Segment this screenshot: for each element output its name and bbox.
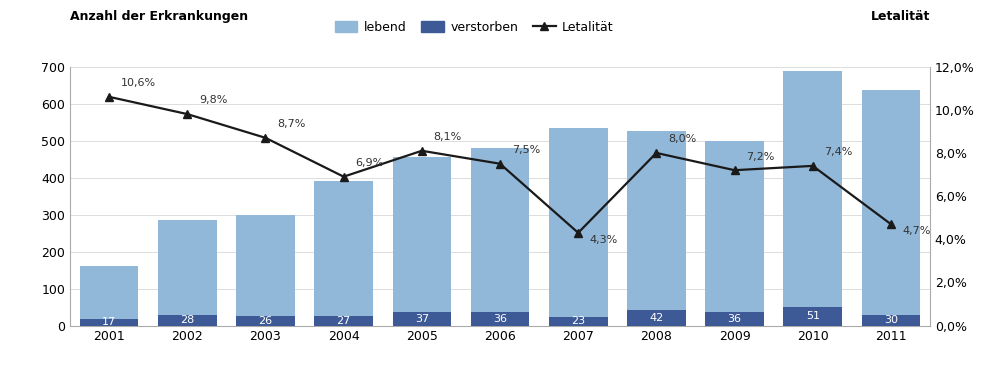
Legend: lebend, verstorben, Letalität: lebend, verstorben, Letalität [330,16,618,39]
Text: 36: 36 [728,314,742,324]
Text: 7,2%: 7,2% [746,152,775,162]
Bar [549,317,608,326]
Bar [627,131,686,326]
Text: 27: 27 [337,316,351,326]
Bar [393,312,451,326]
Text: 42: 42 [649,313,663,323]
Bar [314,181,373,326]
Bar [862,90,920,326]
Text: Anzahl der Erkrankungen: Anzahl der Erkrankungen [70,10,248,23]
Bar [471,148,529,326]
Bar [80,319,138,326]
Text: 8,1%: 8,1% [434,132,462,142]
Text: 8,7%: 8,7% [277,119,306,129]
Bar [393,157,451,326]
Bar [471,312,529,326]
Bar [158,315,217,326]
Text: 4,3%: 4,3% [590,235,618,245]
Text: 8,0%: 8,0% [668,134,696,144]
Bar [158,220,217,326]
Text: 10,6%: 10,6% [121,78,156,88]
Text: Letalität: Letalität [871,10,930,23]
Text: 4,7%: 4,7% [903,226,931,236]
Text: 30: 30 [884,315,898,325]
Bar [783,71,842,326]
Bar [705,312,764,326]
Bar [236,316,295,326]
Bar [783,307,842,326]
Text: 9,8%: 9,8% [199,95,227,105]
Text: 36: 36 [493,314,507,324]
Bar [80,266,138,326]
Text: 26: 26 [258,316,273,326]
Bar [627,310,686,326]
Text: 51: 51 [806,311,820,321]
Text: 23: 23 [571,316,585,326]
Bar [314,316,373,326]
Bar [549,128,608,326]
Text: 17: 17 [102,317,116,327]
Text: 7,5%: 7,5% [512,145,540,155]
Text: 6,9%: 6,9% [355,158,384,168]
Text: 37: 37 [415,314,429,324]
Bar [862,314,920,326]
Bar [705,141,764,326]
Bar [236,215,295,326]
Text: 28: 28 [180,315,194,326]
Text: 7,4%: 7,4% [824,147,853,157]
